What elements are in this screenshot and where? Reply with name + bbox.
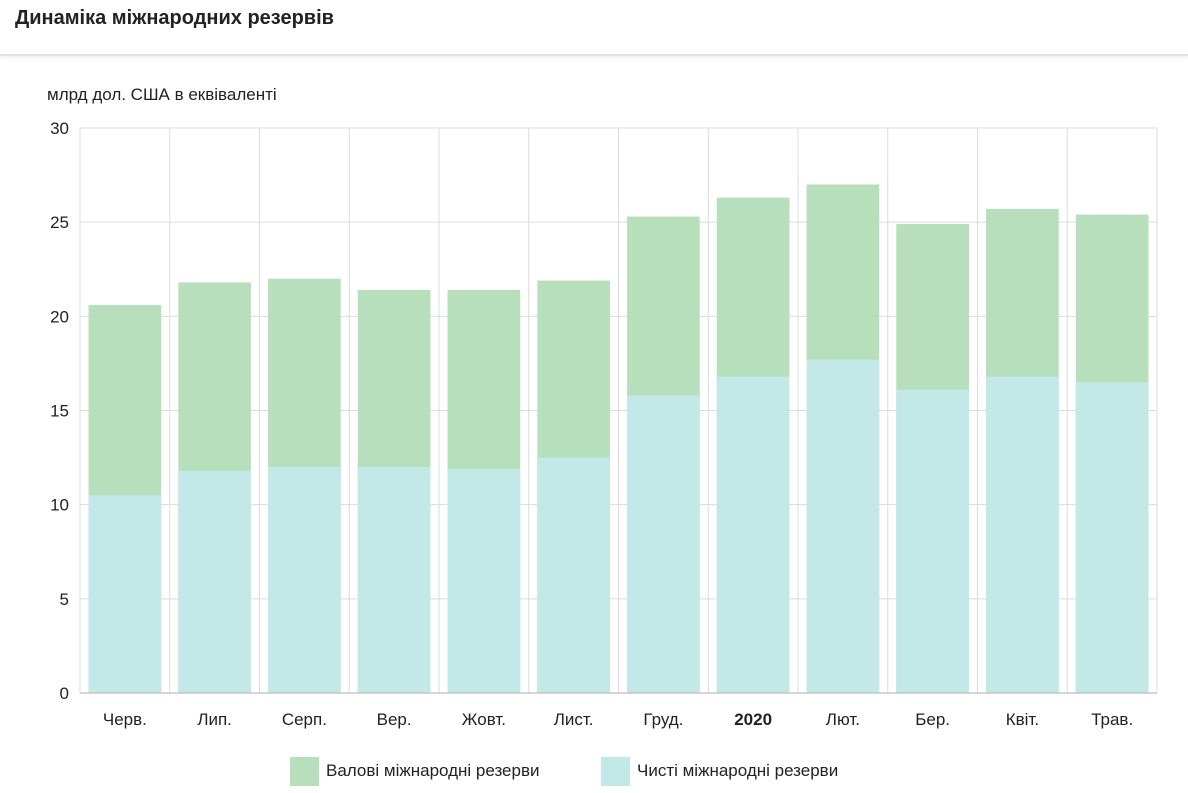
x-tick-label: Серп. — [282, 710, 327, 729]
bar-net — [806, 359, 880, 693]
bar-net — [268, 467, 341, 693]
x-tick-label: Лип. — [197, 710, 232, 729]
x-tick-label: Груд. — [643, 710, 683, 729]
x-tick-label: Лют. — [826, 710, 860, 729]
x-tick-label: Квіт. — [1006, 710, 1039, 729]
bar-net — [88, 495, 162, 693]
legend-swatch-net — [601, 756, 630, 786]
chart-header: Динаміка міжнародних резервів — [0, 0, 1188, 56]
x-tick-label: 2020 — [734, 710, 772, 729]
y-axis-label: млрд дол. США в еквіваленті — [47, 85, 277, 104]
x-tick-label: Трав. — [1091, 710, 1133, 729]
x-tick-label: Черв. — [103, 710, 147, 729]
bar-net — [178, 470, 251, 693]
legend-swatch-gross — [290, 756, 319, 786]
x-tick-label: Бер. — [915, 710, 950, 729]
y-tick-label: 10 — [50, 496, 69, 515]
y-tick-label: 15 — [50, 402, 69, 421]
legend-item-gross[interactable]: Валові міжнародні резерви — [290, 754, 540, 788]
y-tick-label: 30 — [50, 119, 69, 138]
bar-net — [627, 395, 700, 693]
x-tick-label: Лист. — [554, 710, 594, 729]
x-tick-label: Вер. — [377, 710, 412, 729]
bar-net — [447, 468, 521, 693]
legend-label-net: Чисті міжнародні резерви — [637, 761, 839, 780]
bar-net — [896, 389, 969, 693]
legend-item-net[interactable]: Чисті міжнародні резерви — [601, 754, 838, 788]
bar-net — [1075, 382, 1149, 693]
y-tick-label: 20 — [50, 307, 69, 326]
y-tick-label: 0 — [60, 684, 69, 703]
chart-legend: Валові міжнародні резерви Чисті міжнарод… — [0, 754, 1188, 788]
y-tick-label: 5 — [60, 590, 69, 609]
bar-net — [986, 376, 1059, 693]
bar-net — [357, 467, 431, 693]
bar-net — [716, 376, 790, 693]
y-tick-label: 25 — [50, 213, 69, 232]
bar-net — [537, 457, 610, 693]
legend-label-gross: Валові міжнародні резерви — [326, 761, 540, 780]
page-title: Динаміка міжнародних резервів — [15, 7, 334, 29]
x-tick-label: Жовт. — [462, 710, 506, 729]
